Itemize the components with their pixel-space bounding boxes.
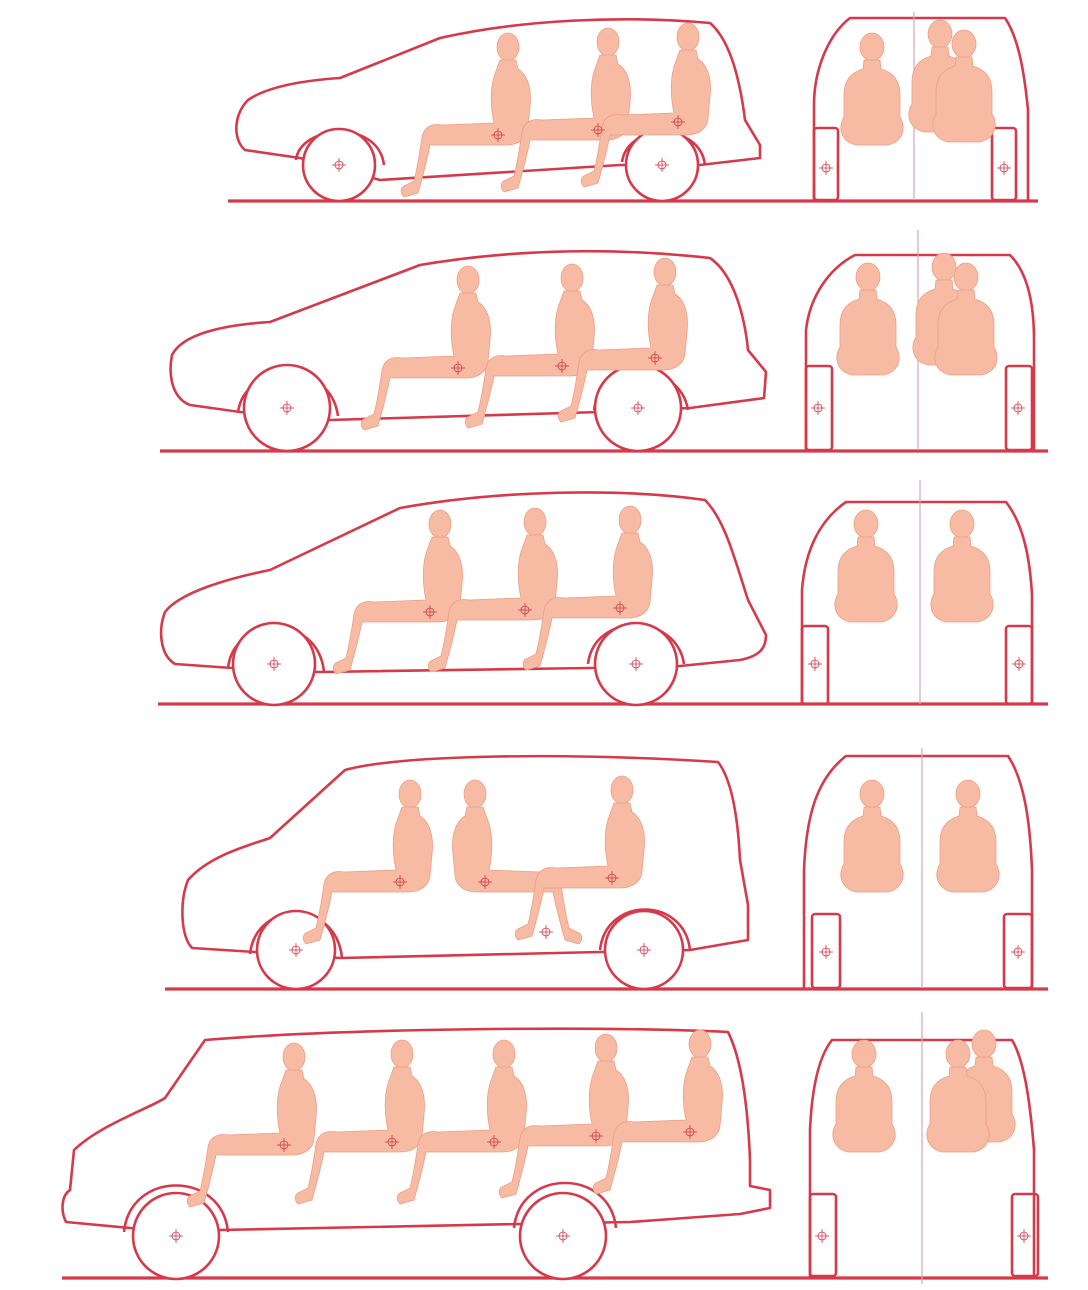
rear-wheel-left <box>810 912 842 990</box>
occupant-rear-view <box>936 779 1000 893</box>
h-point-marker <box>996 160 1012 176</box>
h-point-marker <box>818 160 834 176</box>
wheel-arch-rear <box>512 1181 618 1229</box>
rear-wheel-left <box>808 1192 838 1278</box>
occupant-seat-2-rear-facing <box>452 779 583 945</box>
vehicle-rear-outline <box>802 754 1034 990</box>
vehicle-side-outline <box>169 249 768 422</box>
h-point-marker <box>807 656 823 672</box>
occupant-seat-1 <box>302 779 433 945</box>
occupant-rear-view <box>836 262 900 376</box>
vehicle-side-outline <box>61 1027 772 1232</box>
occupant-rear-view <box>930 509 994 623</box>
row-3 <box>158 480 1048 707</box>
rear-wheel-right <box>1010 1192 1040 1278</box>
vehicle-rear-outline <box>808 1038 1036 1278</box>
rear-wheel-right <box>1002 912 1034 990</box>
wheel-arch-front <box>122 1184 230 1233</box>
vehicle-side-outline <box>159 491 768 674</box>
row-5 <box>61 1012 1048 1284</box>
row-2 <box>160 230 1048 453</box>
rear-wheel-left <box>812 126 840 202</box>
row-1 <box>228 12 1038 203</box>
h-point-marker <box>1010 400 1026 416</box>
row-4 <box>165 748 1048 991</box>
h-point-marker <box>818 944 834 960</box>
h-point-marker <box>810 400 826 416</box>
occupant-rear-view <box>834 509 898 623</box>
occupant-rear-view <box>832 1039 896 1153</box>
vehicle-rear-outline <box>812 16 1030 202</box>
occupant-rear-view <box>840 779 904 893</box>
h-point-marker <box>1016 1228 1032 1244</box>
h-point-marker <box>1010 944 1026 960</box>
rear-wheel-right <box>1004 624 1034 706</box>
vehicle-rear-outline <box>800 500 1034 706</box>
occupant-seat-1 <box>360 265 491 431</box>
wheel-arch-rear <box>598 908 692 951</box>
vehicle-rear-outline <box>804 253 1036 452</box>
rear-wheel-left <box>804 364 834 452</box>
rear-wheel-right <box>990 126 1018 202</box>
occupant-seat-1 <box>186 1042 317 1208</box>
h-point-marker <box>538 924 554 940</box>
vehicle-side-outline <box>181 754 750 960</box>
vehicle-side-outline <box>235 18 762 182</box>
rear-wheel-left <box>800 624 830 706</box>
h-point-marker <box>814 1228 830 1244</box>
occupant-rear-view <box>840 32 904 146</box>
rear-wheel-right <box>1004 364 1034 452</box>
h-point-marker <box>1011 656 1027 672</box>
